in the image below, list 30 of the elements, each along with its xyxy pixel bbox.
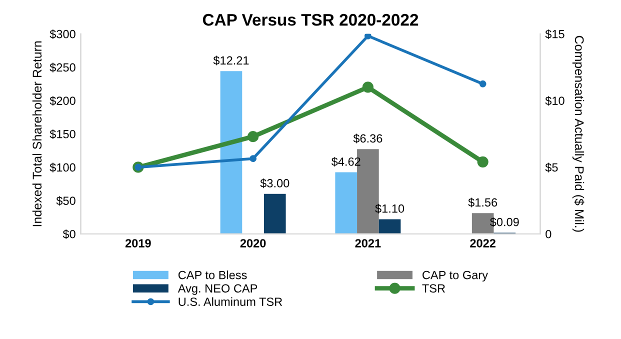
y-axis-title: Indexed Total Shareholder Return: [32, 41, 42, 226]
legend-label: TSR: [422, 284, 445, 293]
data-label: $6.36: [353, 134, 382, 144]
y2-tick-label: $15: [545, 29, 564, 39]
data-label: $1.10: [375, 204, 404, 214]
x-tick-label: 2022: [470, 239, 496, 248]
x-tick-label: 2020: [240, 239, 266, 248]
legend-label: CAP to Gary: [422, 270, 488, 282]
y-tick-label: $250: [50, 62, 76, 72]
y2-tick-label: $10: [545, 96, 564, 106]
legend-label: CAP to Bless: [178, 270, 247, 280]
x-tick-label: 2019: [125, 239, 151, 248]
data-label: $12.21: [213, 56, 249, 66]
y2-axis-title: Compensation Actually Paid ($ Mil.): [572, 36, 584, 232]
x-tick-label: 2021: [355, 239, 381, 248]
y2-tick-label: 0: [546, 230, 552, 238]
legend-label: U.S. Aluminum TSR: [178, 297, 282, 306]
chart-title: CAP Versus TSR 2020-2022: [202, 14, 418, 26]
y-tick-label: $150: [50, 129, 76, 139]
y-tick-label: $200: [50, 96, 76, 106]
data-label: $1.56: [468, 198, 498, 208]
data-label: $4.62: [331, 156, 360, 167]
data-label: $3.00: [260, 178, 290, 188]
data-label: $0.09: [490, 217, 519, 227]
legend-label: Avg. NEO CAP: [178, 284, 258, 295]
y-tick-label: $300: [50, 29, 76, 39]
y2-tick-label: $5: [545, 162, 558, 172]
y-tick-label: $50: [56, 196, 76, 206]
y-tick-label: $100: [50, 162, 76, 172]
y-tick-label: $0: [62, 229, 76, 240]
